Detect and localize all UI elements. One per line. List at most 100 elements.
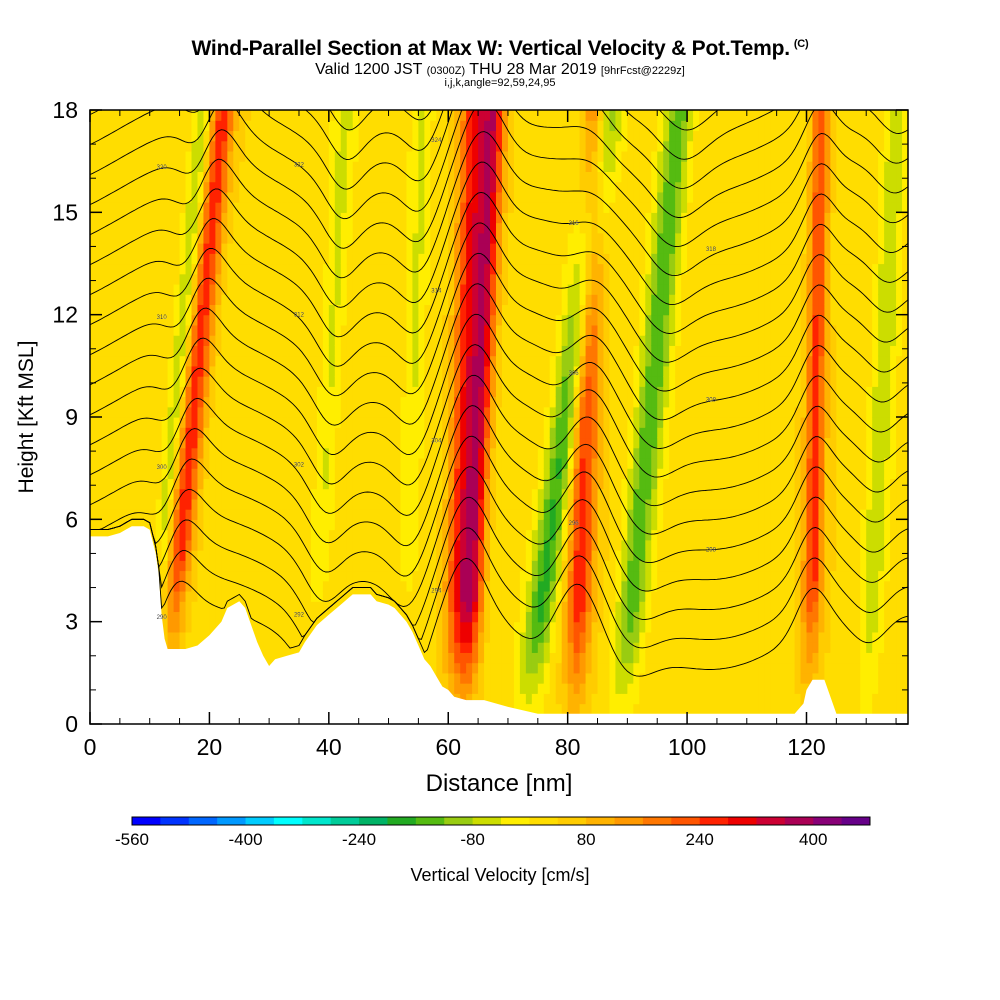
field-cell <box>281 110 288 121</box>
field-cell <box>107 222 115 234</box>
field-cell <box>316 468 324 479</box>
field-cell <box>549 283 557 295</box>
field-cell <box>328 417 336 428</box>
field-cell <box>394 498 402 510</box>
field-cell <box>263 406 270 418</box>
field-cell <box>370 570 378 582</box>
field-cell <box>257 406 264 418</box>
field-cell <box>472 488 479 500</box>
field-cell <box>119 191 127 203</box>
field-cell <box>478 110 485 121</box>
field-cell <box>185 376 193 387</box>
field-cell <box>460 324 467 336</box>
field-cell <box>448 120 455 132</box>
field-cell <box>490 672 497 684</box>
field-cell <box>555 488 563 500</box>
field-cell <box>507 693 515 705</box>
field-cell <box>269 232 276 244</box>
field-cell <box>412 457 419 469</box>
field-cell <box>490 693 497 705</box>
field-cell <box>567 181 575 193</box>
field-cell <box>90 243 97 254</box>
field-cell <box>215 590 222 602</box>
field-cell <box>442 590 449 602</box>
field-cell <box>281 365 288 377</box>
field-cell <box>125 386 133 398</box>
field-cell <box>269 652 276 664</box>
field-cell <box>257 642 264 653</box>
field-cell <box>531 703 539 715</box>
field-cell <box>376 457 384 469</box>
field-cell <box>490 283 497 295</box>
field-cell <box>484 161 491 172</box>
field-cell <box>346 294 354 306</box>
field-cell <box>191 202 199 213</box>
field-cell <box>573 345 581 357</box>
field-cell <box>167 498 175 510</box>
field-cell <box>490 468 497 479</box>
field-cell <box>430 120 437 132</box>
field-cell <box>424 437 431 449</box>
field-cell <box>472 314 479 326</box>
field-cell <box>257 488 264 500</box>
field-cell <box>513 529 521 541</box>
field-cell <box>400 406 408 418</box>
field-cell <box>430 498 437 510</box>
field-cell <box>424 519 431 531</box>
field-cell <box>298 314 306 326</box>
field-cell <box>442 376 449 387</box>
field-cell <box>340 365 348 377</box>
field-cell <box>424 468 431 479</box>
field-cell <box>484 212 491 224</box>
field-cell <box>364 345 372 357</box>
field-cell <box>501 672 509 684</box>
field-cell <box>406 253 414 265</box>
field-cell <box>537 478 545 490</box>
field-cell <box>346 150 354 162</box>
field-cell <box>537 417 545 428</box>
field-cell <box>281 140 288 152</box>
field-cell <box>543 232 551 244</box>
field-cell <box>472 376 479 387</box>
field-cell <box>496 539 503 551</box>
field-cell <box>358 253 366 265</box>
field-cell <box>501 212 509 224</box>
field-cell <box>263 181 270 193</box>
field-cell <box>131 171 139 183</box>
field-cell <box>269 304 276 316</box>
field-cell <box>227 273 234 285</box>
field-cell <box>263 580 270 592</box>
field-cell <box>173 611 181 623</box>
field-cell <box>519 468 527 479</box>
field-cell <box>298 539 306 551</box>
field-cell <box>101 110 109 121</box>
field-cell <box>298 498 306 510</box>
field-cell <box>275 652 282 664</box>
field-cell <box>448 191 455 203</box>
field-cell <box>149 314 157 326</box>
field-cell <box>215 304 222 316</box>
field-cell <box>352 529 360 541</box>
field-cell <box>501 222 509 234</box>
field-cell <box>370 529 378 541</box>
field-cell <box>233 365 240 377</box>
field-cell <box>179 529 187 541</box>
field-cell <box>573 324 581 336</box>
field-cell <box>460 672 467 684</box>
field-cell <box>513 232 521 244</box>
field-cell <box>185 417 193 428</box>
field-cell <box>119 294 127 306</box>
field-cell <box>406 120 414 132</box>
field-cell <box>543 181 551 193</box>
field-cell <box>543 376 551 387</box>
field-cell <box>430 243 437 254</box>
field-cell <box>549 406 557 418</box>
field-cell <box>412 273 419 285</box>
field-cell <box>567 396 575 408</box>
field-cell <box>155 396 163 408</box>
field-cell <box>400 140 408 152</box>
field-cell <box>239 314 246 326</box>
field-cell <box>406 498 414 510</box>
field-cell <box>298 457 306 469</box>
field-cell <box>161 386 169 398</box>
